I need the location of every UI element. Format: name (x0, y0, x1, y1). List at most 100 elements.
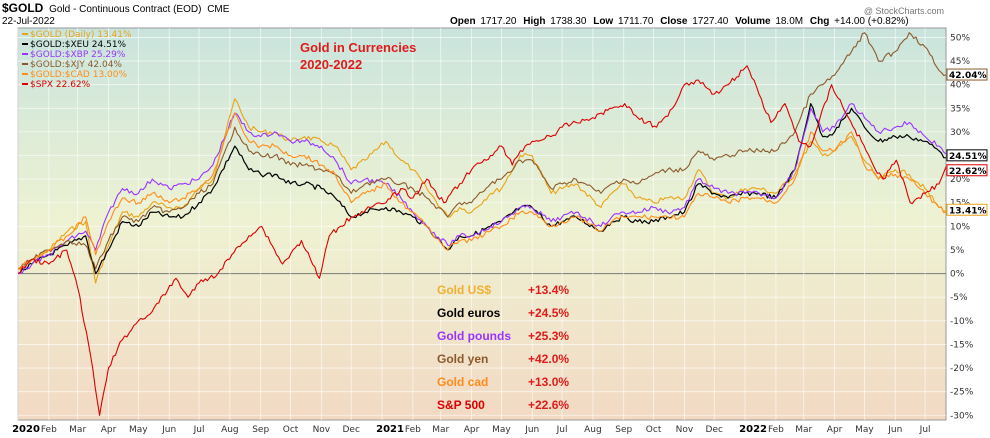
header-date: 22-Jul-2022 (2, 16, 55, 27)
x-tick-label: Jul (193, 425, 205, 435)
header-exchange: CME (207, 4, 230, 15)
watermark: @ StockCharts.com (864, 6, 944, 16)
y-tick-label: 40% (950, 81, 970, 91)
x-tick-label: Dec (706, 425, 723, 435)
annotation-name: Gold yen (437, 352, 488, 366)
y-tick-label: 0% (950, 270, 965, 280)
x-tick-label: Apr (827, 425, 843, 435)
chg-label: Chg (810, 16, 829, 27)
y-tick-label: -30% (950, 411, 974, 421)
x-tick-label: Aug (584, 425, 602, 435)
end-labels: 42.04% 24.51% 22.62% 13.41% (946, 68, 988, 216)
chg-value: +14.00 (+0.82%) (834, 16, 909, 27)
open-value: 1717.20 (480, 16, 517, 27)
open-label: Open (450, 16, 476, 27)
legend-entry: $SPX 22.62% (30, 80, 91, 90)
legend-entry: $GOLD:$XEU 24.51% (30, 40, 127, 50)
legend-entry: $GOLD:$XBP 25.29% (30, 50, 126, 60)
x-tick-label: Sep (615, 425, 632, 435)
low-value: 1711.70 (618, 16, 654, 27)
y-tick-label: 10% (950, 222, 970, 232)
series-line (18, 103, 946, 275)
annotation-name: Gold euros (437, 306, 501, 320)
y-axis: -30%-25%-20%-15%-10%-5%0%5%10%15%20%25%3… (950, 33, 974, 421)
x-tick-label: May (855, 425, 874, 435)
x-tick-label: Jul (556, 425, 568, 435)
series-line (18, 98, 946, 284)
annotation-title-line2: 2020-2022 (300, 57, 362, 72)
annotation-value: +13.0% (528, 375, 569, 389)
legend: $GOLD (Daily) 13.41%$GOLD:$XEU 24.51%$GO… (22, 30, 132, 90)
x-tick-label: Feb (41, 425, 57, 435)
x-tick-label: 2022 (739, 424, 767, 435)
annotation-value: +13.4% (528, 283, 569, 297)
end-label: 24.51% (949, 152, 987, 162)
x-tick-label: Mar (795, 425, 812, 435)
y-tick-label: 20% (950, 175, 970, 185)
plot-background (17, 27, 947, 421)
y-tick-label: 50% (950, 33, 970, 43)
volume-value: 18.0M (775, 16, 803, 27)
y-tick-label: -15% (950, 340, 974, 350)
header-symbol: $GOLD (2, 1, 44, 15)
series-line (18, 32, 946, 270)
high-value: 1738.30 (550, 16, 587, 27)
x-tick-label: Feb (768, 425, 784, 435)
end-label-box (946, 68, 988, 81)
x-tick-label: Apr (464, 425, 480, 435)
close-value: 1727.40 (692, 16, 729, 27)
x-tick-label: 2020 (12, 424, 40, 435)
end-label-box (946, 203, 988, 216)
series-line (18, 112, 946, 270)
volume-label: Volume (735, 16, 771, 27)
x-tick-label: May (129, 425, 148, 435)
x-tick-label: Oct (283, 425, 299, 435)
ohlc-readout: Open 1717.20 High 1738.30 Low 1711.70 Cl… (450, 16, 909, 27)
x-tick-label: Oct (646, 425, 662, 435)
series-line (18, 103, 946, 275)
end-label: 22.62% (949, 167, 987, 177)
y-tick-label: 35% (950, 104, 970, 114)
legend-entry: $GOLD:$XJY 42.04% (30, 60, 122, 70)
y-tick-label: -20% (950, 364, 974, 374)
series-line (18, 65, 946, 416)
low-label: Low (593, 16, 613, 27)
x-tick-label: Feb (405, 425, 421, 435)
x-tick-label: Jul (919, 425, 931, 435)
y-tick-label: -10% (950, 317, 974, 327)
annotation-value: +42.0% (528, 352, 569, 366)
annotation-value: +22.6% (528, 398, 569, 412)
y-tick-label: 45% (950, 57, 970, 67)
x-tick-label: Jun (887, 425, 902, 435)
legend-entry: $GOLD:$CAD 13.00% (30, 70, 127, 80)
annotation-name: Gold cad (437, 375, 488, 389)
end-label: 42.04% (949, 71, 987, 81)
x-tick-label: Jun (524, 425, 539, 435)
x-tick-label: Nov (313, 425, 331, 435)
y-tick-label: 5% (950, 246, 965, 256)
y-tick-label: -5% (950, 293, 968, 303)
header-description: Gold - Continuous Contract (EOD) (49, 4, 201, 15)
annotation-value: +25.3% (528, 329, 569, 343)
x-tick-label: Dec (342, 425, 359, 435)
end-label-box (946, 149, 988, 162)
x-tick-label: May (492, 425, 511, 435)
annotation-table: Gold US$ +13.4% Gold euros +24.5% Gold pound… (437, 283, 569, 412)
x-tick-label: Apr (101, 425, 117, 435)
end-label-box (946, 164, 988, 177)
close-label: Close (660, 16, 688, 27)
y-tick-label: 30% (950, 128, 970, 138)
annotation-value: +24.5% (528, 306, 569, 320)
x-tick-label: Aug (221, 425, 239, 435)
y-tick-label: -25% (950, 388, 974, 398)
x-tick-label: Sep (252, 425, 269, 435)
x-axis: 2020 Feb Mar Apr May Jun Jul Aug Sep Oct Nov Dec 202… (12, 424, 930, 435)
end-label: 13.41% (949, 206, 987, 216)
header-symbol-line: $GOLD Gold - Continuous Contract (EOD) C… (2, 1, 230, 15)
x-tick-label: 2021 (376, 424, 404, 435)
annotation-name: Gold pounds (437, 329, 511, 343)
annotation-title-line1: Gold in Currencies (300, 40, 416, 55)
y-tick-label: 15% (950, 199, 970, 209)
annotation-name: S&P 500 (437, 398, 485, 412)
